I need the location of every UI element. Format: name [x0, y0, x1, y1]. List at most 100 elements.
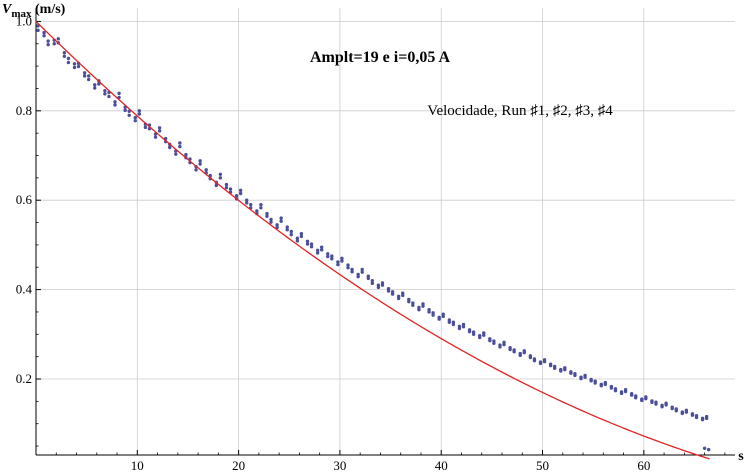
data-point: [528, 355, 533, 360]
data-point: [694, 415, 699, 420]
data-point: [157, 129, 162, 133]
data-point: [279, 219, 283, 223]
data-point: [482, 333, 486, 337]
data-point: [346, 263, 350, 267]
data-point: [46, 42, 50, 47]
data-point: [502, 342, 506, 347]
y-tick-label: 0.2: [16, 371, 32, 386]
data-point: [629, 393, 634, 397]
data-point: [72, 65, 77, 70]
data-point: [168, 145, 172, 150]
data-point: [107, 94, 111, 99]
data-point: [259, 206, 263, 210]
data-point: [508, 347, 512, 352]
data-point: [137, 112, 142, 116]
ticks-layer: 10 20 30 40 50 60 0.2 0.4 0.6 0.8 1.0: [16, 13, 726, 473]
data-point: [319, 248, 324, 252]
data-point: [478, 335, 482, 340]
data-point: [589, 379, 593, 383]
y-tick-label: 0.8: [16, 103, 32, 118]
data-point: [72, 62, 77, 66]
data-point: [376, 285, 381, 290]
data-point: [518, 353, 522, 358]
data-point: [249, 202, 253, 207]
chart-title: Amplt=19 e i=0,05 A: [310, 49, 450, 66]
data-point: [330, 254, 334, 258]
data-point: [157, 126, 162, 130]
data-point: [66, 56, 71, 61]
data-point: [113, 103, 117, 107]
data-point: [137, 109, 142, 113]
y-axis-label-main: V: [2, 2, 13, 17]
data-point: [538, 361, 543, 366]
data-point: [234, 194, 239, 198]
data-point: [451, 322, 456, 327]
data-point: [285, 228, 289, 232]
data-point: [623, 389, 628, 394]
data-point: [36, 28, 40, 33]
data-point: [356, 274, 360, 279]
data-point: [265, 211, 269, 216]
data-point: [103, 88, 107, 93]
data-point: [330, 257, 334, 261]
data-point: [619, 391, 624, 396]
data-point: [380, 283, 385, 287]
data-point: [42, 30, 46, 35]
data-point: [174, 152, 178, 156]
data-point: [336, 260, 340, 264]
data-point: [401, 293, 405, 298]
data-point: [97, 82, 101, 86]
data-point: [86, 74, 91, 78]
data-point: [603, 382, 608, 387]
data-point: [569, 371, 573, 375]
data-point: [599, 384, 603, 388]
data-point: [224, 185, 229, 190]
x-tick-label: 50: [536, 458, 549, 473]
x-axis-label: s: [738, 449, 744, 464]
data-point: [346, 266, 350, 270]
data-point: [285, 225, 289, 229]
data-point: [447, 320, 452, 324]
data-point: [259, 202, 263, 207]
x-tick-label: 30: [333, 458, 346, 473]
data-point: [245, 201, 249, 205]
data-point: [269, 217, 273, 222]
data-point: [552, 366, 557, 370]
data-point: [326, 254, 330, 259]
data-point: [522, 350, 526, 355]
data-point: [680, 411, 685, 416]
data-point: [654, 402, 658, 406]
data-point: [46, 39, 50, 43]
data-point: [184, 152, 188, 157]
data-point: [143, 125, 148, 130]
data-point: [660, 405, 664, 409]
data-point: [488, 338, 492, 343]
data-point: [299, 232, 304, 236]
x-tick-label: 20: [232, 458, 245, 473]
data-point: [178, 144, 182, 149]
data-point: [644, 396, 648, 401]
data-point: [396, 296, 401, 301]
data-point: [370, 281, 375, 286]
data-point: [255, 209, 259, 213]
data-point: [309, 244, 314, 249]
y-axis-label-unit: (m/s): [32, 2, 66, 17]
data-point: [238, 191, 243, 196]
data-point: [593, 381, 597, 385]
data-point: [471, 332, 476, 337]
y-axis-label-sub: max: [11, 8, 32, 20]
data-point: [218, 172, 223, 176]
data-point: [269, 220, 273, 224]
data-point: [204, 168, 208, 172]
fit-curve: [35, 20, 710, 460]
data-point: [650, 400, 654, 404]
data-point: [305, 239, 310, 244]
y-tick-label: 0.4: [16, 282, 33, 297]
data-point: [315, 251, 320, 255]
data-point: [315, 248, 320, 252]
data-point: [613, 388, 618, 393]
data-point: [224, 182, 229, 187]
data-point: [117, 91, 121, 96]
data-point: [62, 54, 67, 58]
data-point: [153, 135, 158, 139]
